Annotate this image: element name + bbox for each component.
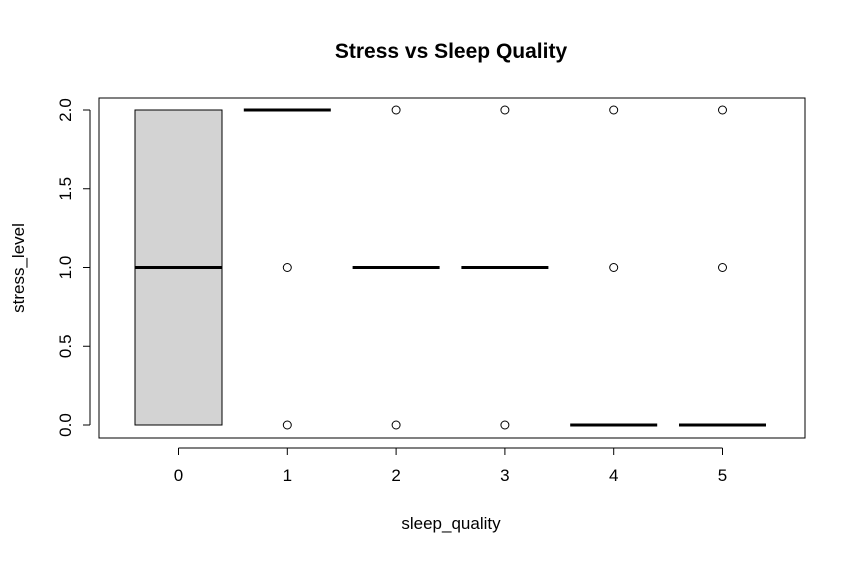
box-group-1 xyxy=(243,108,331,430)
outlier-point xyxy=(718,263,727,272)
y-tick-label: 0.5 xyxy=(56,334,75,358)
outlier-point xyxy=(500,420,510,430)
x-tick-label: 0 xyxy=(174,466,183,485)
outlier-point xyxy=(609,105,619,115)
outlier-point xyxy=(391,105,401,115)
x-tick-label: 2 xyxy=(391,466,400,485)
x-tick-label: 4 xyxy=(609,466,618,485)
box-group-2 xyxy=(352,105,440,430)
chart-title: Stress vs Sleep Quality xyxy=(335,40,568,63)
y-tick-label: 0.0 xyxy=(56,413,75,437)
y-tick-label: 1.0 xyxy=(56,256,75,280)
box-group-5 xyxy=(679,105,766,427)
box-group-3 xyxy=(461,105,549,430)
outlier-point xyxy=(282,263,292,272)
box-group-4 xyxy=(570,105,658,427)
x-axis: 0 1 2 3 4 5 xyxy=(174,447,727,485)
x-tick-label: 3 xyxy=(500,466,509,485)
y-tick-label: 1.5 xyxy=(56,177,75,201)
outlier-point xyxy=(500,105,510,115)
plot-frame xyxy=(98,97,806,439)
chart-marks xyxy=(134,105,766,430)
outlier-point xyxy=(282,420,292,430)
y-axis-label: stress_level xyxy=(9,223,28,313)
outlier-point xyxy=(391,420,401,430)
x-tick-label: 1 xyxy=(283,466,292,485)
x-tick-label: 5 xyxy=(718,466,727,485)
y-tick-label: 2.0 xyxy=(56,98,75,122)
y-axis: 0.0 0.5 1.0 1.5 2.0 xyxy=(56,98,91,437)
box-group-0 xyxy=(134,109,223,426)
outlier-point xyxy=(718,105,727,115)
x-axis-label: sleep_quality xyxy=(401,514,501,533)
outlier-point xyxy=(609,263,619,272)
